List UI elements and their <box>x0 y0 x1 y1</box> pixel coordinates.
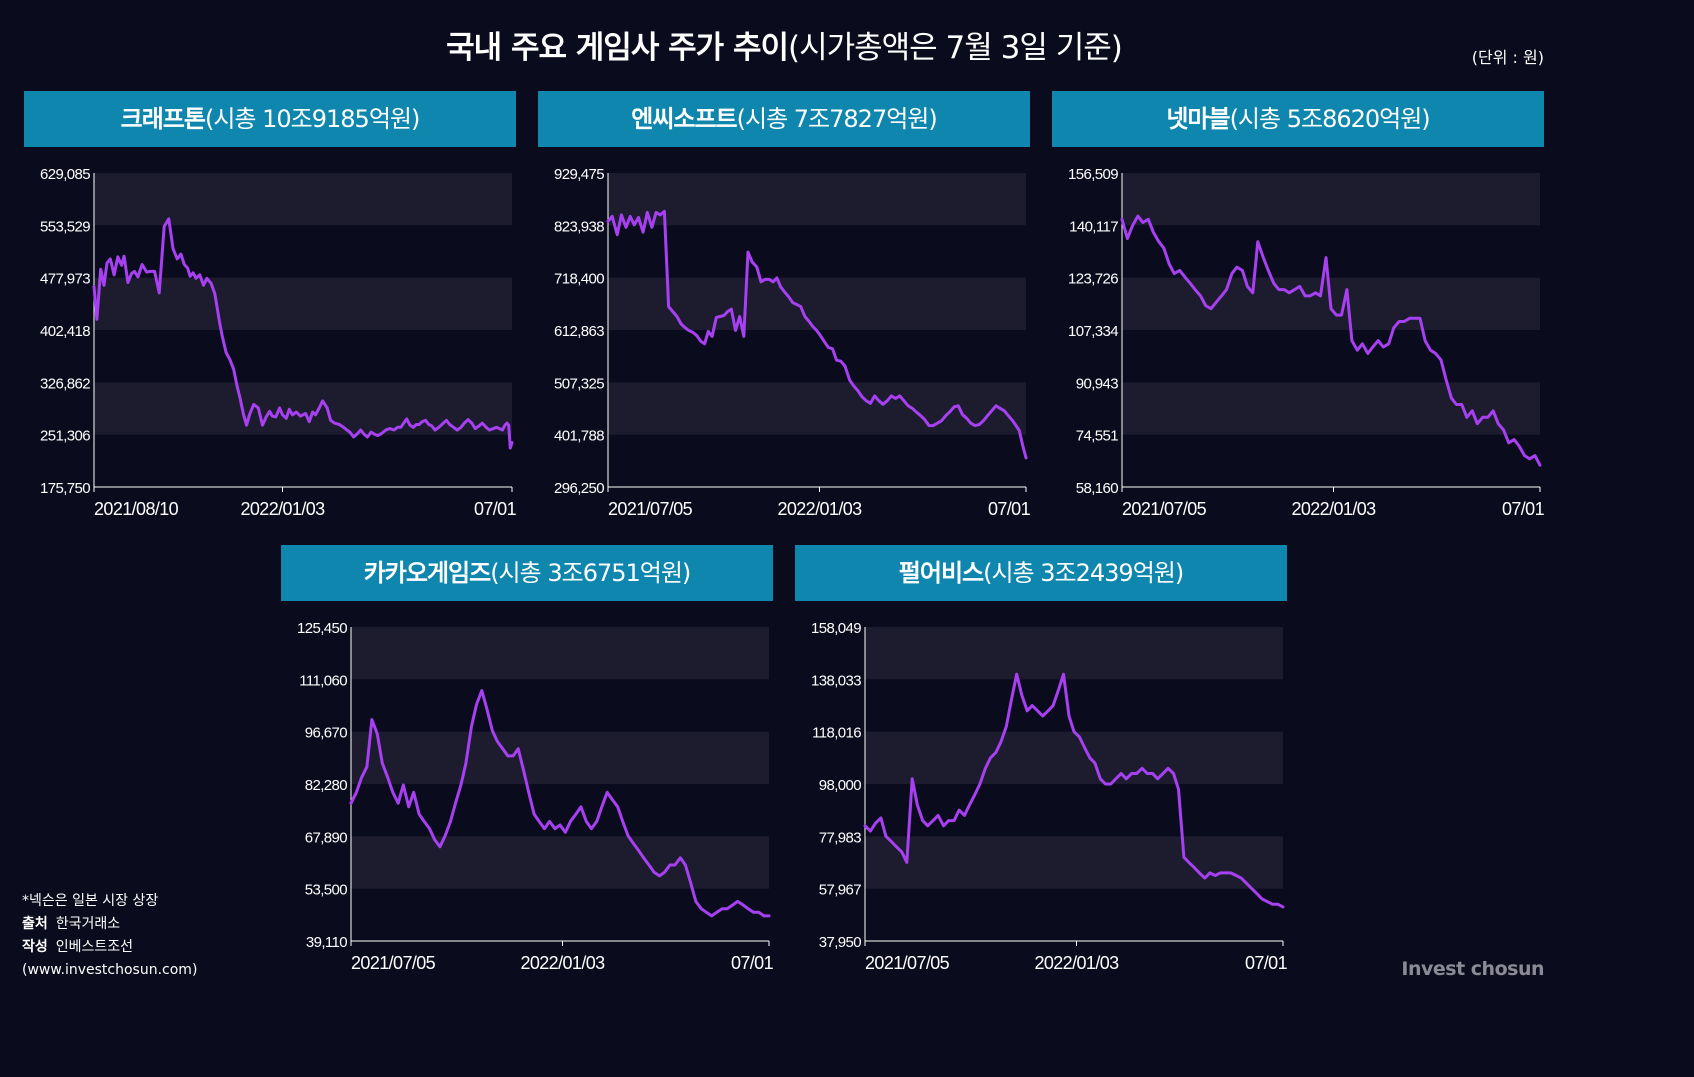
y-tick-label: 823,938 <box>554 218 604 235</box>
chart-header: 펄어비스(시총 3조2439억원) <box>795 545 1287 601</box>
y-tick-label: 158,049 <box>811 620 861 637</box>
grid-band <box>94 173 512 226</box>
main-title: 국내 주요 게임사 주가 추이(시가총액은 7월 3일 기준) <box>446 30 1123 66</box>
line-chart: 929,475 823,938 718,400 612,863 507,325 401,7… <box>554 166 1031 519</box>
x-tick-label: 2021/08/10 <box>94 499 179 519</box>
y-tick-label: 53,500 <box>305 882 348 899</box>
line-chart: 125,450 111,060 96,670 82,280 67,890 53,500 39… <box>297 620 774 973</box>
y-tick-label: 401,788 <box>554 428 604 445</box>
x-tick-label: 2021/07/05 <box>608 499 693 519</box>
price-series-line <box>349 689 771 918</box>
chart-company-name: 카카오게임즈 <box>363 559 491 587</box>
x-tick-label: 2022/01/03 <box>1291 499 1376 519</box>
grid-band <box>865 731 1283 784</box>
chart-company-name: 넷마블 <box>1166 105 1230 133</box>
chart-company-name: 펄어비스 <box>898 559 984 587</box>
y-tick-label: 96,670 <box>305 725 348 742</box>
y-tick-label: 118,016 <box>812 725 861 742</box>
y-tick-label: 77,983 <box>819 829 862 846</box>
x-tick-label: 07/01 <box>988 499 1031 519</box>
y-tick-label: 140,117 <box>1069 218 1118 235</box>
y-tick-label: 74,551 <box>1076 428 1119 445</box>
line-chart: 156,509 140,117 123,726 107,334 90,943 74,551… <box>1068 166 1545 519</box>
grid-band <box>865 836 1283 889</box>
chart-header: 크래프톤(시총 10조9185억원) <box>24 91 516 147</box>
x-tick-label: 07/01 <box>1245 953 1288 973</box>
grid-band <box>351 731 769 784</box>
line-chart: 158,049 138,033 118,016 98,000 77,983 57,967 3… <box>811 620 1288 973</box>
footnote: *넥슨은 일본 시장 상장 출처 한국거래소 작성 인베스트조선 (www.inve… <box>22 890 197 982</box>
grid-band <box>351 836 769 889</box>
y-tick-label: 553,529 <box>40 218 90 235</box>
y-tick-label: 296,250 <box>554 480 604 497</box>
grid-band <box>1122 382 1540 435</box>
y-tick-label: 82,280 <box>305 777 348 794</box>
chart-market-cap: (시총 10조9185억원) <box>204 105 420 133</box>
y-tick-label: 929,475 <box>554 166 604 183</box>
footnote-url: (www.investchosun.com) <box>22 962 198 978</box>
y-tick-label: 718,400 <box>554 271 604 288</box>
y-tick-label: 251,306 <box>40 428 90 445</box>
y-tick-label: 37,950 <box>819 934 862 951</box>
x-tick-label: 2021/07/05 <box>1122 499 1207 519</box>
y-tick-label: 156,509 <box>1068 166 1118 183</box>
y-tick-label: 402,418 <box>40 323 90 340</box>
y-tick-label: 67,890 <box>305 829 348 846</box>
chart-market-cap: (시총 5조8620억원) <box>1229 105 1431 133</box>
x-tick-label: 2022/01/03 <box>777 499 862 519</box>
x-tick-label: 07/01 <box>731 953 774 973</box>
grid-band <box>94 382 512 435</box>
chart-header: 카카오게임즈(시총 3조6751억원) <box>281 545 773 601</box>
grid-band <box>608 173 1026 226</box>
y-tick-label: 107,334 <box>1068 323 1118 340</box>
chart-header: 넷마블(시총 5조8620억원) <box>1052 91 1544 147</box>
unit-label: (단위 : 원) <box>1471 48 1544 67</box>
x-tick-label: 07/01 <box>1502 499 1545 519</box>
y-tick-label: 477,973 <box>40 271 90 288</box>
brand-logo: Invest chosun <box>1401 958 1544 980</box>
price-series-line <box>863 672 1285 909</box>
footnote-author: 작성 인베스트조선 <box>22 939 134 955</box>
y-tick-label: 57,967 <box>819 882 862 899</box>
y-tick-label: 175,750 <box>40 480 90 497</box>
grid-band <box>1122 173 1540 226</box>
y-tick-label: 111,060 <box>299 672 347 689</box>
chart-market-cap: (시총 7조7827억원) <box>736 105 938 133</box>
x-tick-label: 2022/01/03 <box>1034 953 1119 973</box>
grid-band <box>94 277 512 330</box>
chart-company-name: 크래프톤 <box>120 105 206 133</box>
y-tick-label: 125,450 <box>297 620 347 637</box>
x-tick-label: 2022/01/03 <box>520 953 605 973</box>
x-tick-label: 2021/07/05 <box>351 953 436 973</box>
y-tick-label: 39,110 <box>306 934 347 951</box>
price-series-line <box>606 209 1028 460</box>
x-tick-label: 2021/07/05 <box>865 953 950 973</box>
y-tick-label: 629,085 <box>40 166 90 183</box>
price-series-line <box>92 217 514 450</box>
x-tick-label: 07/01 <box>474 499 517 519</box>
grid-band <box>351 627 769 680</box>
y-tick-label: 612,863 <box>554 323 604 340</box>
y-tick-label: 507,325 <box>554 375 604 392</box>
y-tick-label: 123,726 <box>1068 271 1118 288</box>
chart-market-cap: (시총 3조6751억원) <box>490 559 691 587</box>
y-tick-label: 58,160 <box>1076 480 1119 497</box>
line-chart: 629,085 553,529 477,973 402,418 326,862 251,3… <box>40 166 517 519</box>
chart-market-cap: (시총 3조2439억원) <box>983 559 1184 587</box>
grid-band <box>608 382 1026 435</box>
chart-company-name: 엔씨소프트 <box>631 105 737 133</box>
chart-header: 엔씨소프트(시총 7조7827억원) <box>538 91 1030 147</box>
y-tick-label: 90,943 <box>1076 375 1119 392</box>
x-tick-label: 2022/01/03 <box>240 499 325 519</box>
y-tick-label: 98,000 <box>819 777 862 794</box>
grid-band <box>608 277 1026 330</box>
price-series-line <box>1120 214 1542 467</box>
grid-band <box>865 627 1283 680</box>
footnote-note: *넥슨은 일본 시장 상장 <box>22 893 159 909</box>
y-tick-label: 138,033 <box>811 672 861 689</box>
y-tick-label: 326,862 <box>40 375 90 392</box>
footnote-source: 출처 한국거래소 <box>22 916 121 932</box>
